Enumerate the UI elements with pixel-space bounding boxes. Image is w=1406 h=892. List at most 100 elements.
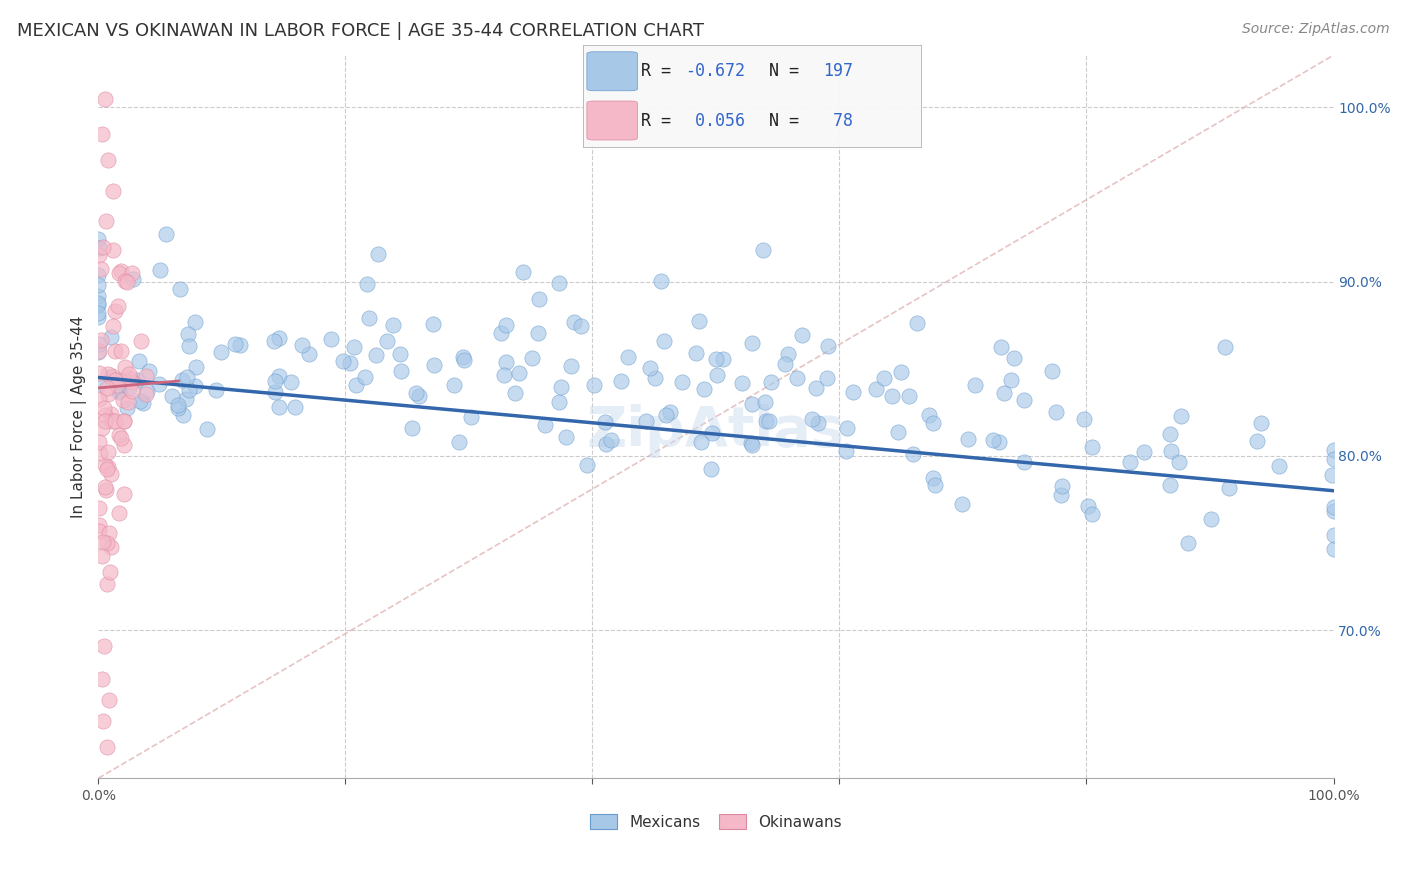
Point <box>101 414 124 428</box>
Point <box>118 370 141 384</box>
Point <box>114 414 136 428</box>
Point <box>100 541 122 555</box>
Point <box>548 277 571 291</box>
Point <box>122 272 145 286</box>
Text: MEXICAN VS OKINAWAN IN LABOR FORCE | AGE 35-44 CORRELATION CHART: MEXICAN VS OKINAWAN IN LABOR FORCE | AGE… <box>17 22 704 40</box>
Point <box>654 334 676 349</box>
Point <box>148 377 170 392</box>
Point <box>117 395 139 409</box>
Point <box>527 292 550 306</box>
Point <box>408 389 430 403</box>
Point <box>638 361 661 376</box>
Point <box>96 576 118 591</box>
Point <box>389 364 412 378</box>
Point <box>550 380 572 394</box>
Point <box>740 435 762 450</box>
Point <box>104 344 127 359</box>
Point <box>290 338 312 352</box>
Point <box>87 232 110 246</box>
Point <box>87 310 110 325</box>
Point <box>353 369 375 384</box>
Point <box>87 289 110 303</box>
Point <box>117 381 139 395</box>
Point <box>97 459 120 474</box>
Point <box>1322 541 1344 556</box>
Point <box>87 278 110 293</box>
Legend: Mexicans, Okinawans: Mexicans, Okinawans <box>583 807 848 836</box>
Point <box>993 385 1015 400</box>
Point <box>731 376 754 391</box>
Point <box>89 434 111 449</box>
Point <box>693 382 716 396</box>
Point <box>534 417 557 432</box>
Point <box>873 370 896 384</box>
Point <box>91 127 114 141</box>
Point <box>94 414 117 428</box>
FancyBboxPatch shape <box>586 101 637 140</box>
Text: N =: N = <box>769 62 808 80</box>
Point <box>702 425 724 440</box>
Point <box>1045 405 1067 419</box>
Point <box>87 298 110 312</box>
Point <box>195 422 218 436</box>
Point <box>111 392 134 407</box>
Point <box>1012 455 1035 469</box>
Point <box>741 335 763 350</box>
Point <box>990 340 1012 354</box>
Point <box>108 373 131 387</box>
Point <box>280 375 302 389</box>
Point <box>167 401 190 415</box>
Point <box>87 377 110 392</box>
Point <box>1213 339 1236 353</box>
Point <box>90 262 112 277</box>
Point <box>184 379 207 393</box>
Point <box>97 525 120 540</box>
Point <box>367 247 389 261</box>
Point <box>224 337 246 351</box>
Point <box>91 535 114 549</box>
Point <box>495 355 517 369</box>
Point <box>91 714 114 728</box>
Point <box>89 518 111 533</box>
Point <box>495 318 517 332</box>
Point <box>87 296 110 310</box>
Point <box>172 408 194 422</box>
Point <box>264 374 287 388</box>
Point <box>97 367 120 381</box>
Point <box>950 497 973 511</box>
Point <box>108 384 131 399</box>
Point <box>508 367 530 381</box>
Point <box>489 326 512 340</box>
Point <box>492 368 515 383</box>
Point <box>706 368 728 383</box>
Point <box>401 421 423 435</box>
Point <box>1002 351 1025 366</box>
Point <box>761 376 783 390</box>
Point <box>97 153 120 167</box>
Point <box>685 345 707 359</box>
Point <box>405 385 427 400</box>
Point <box>110 431 132 445</box>
Point <box>89 500 111 515</box>
Point <box>988 435 1011 450</box>
Point <box>1000 373 1022 387</box>
Point <box>547 394 569 409</box>
Point <box>1119 454 1142 468</box>
Point <box>94 213 117 227</box>
Text: 197: 197 <box>823 62 853 80</box>
Point <box>1073 412 1095 426</box>
Point <box>704 351 727 366</box>
Point <box>136 384 159 398</box>
Point <box>98 565 121 579</box>
Point <box>121 384 143 399</box>
Point <box>176 326 198 341</box>
Point <box>451 350 474 364</box>
Text: N =: N = <box>769 112 808 129</box>
Point <box>1322 504 1344 518</box>
Point <box>841 385 863 400</box>
Point <box>128 354 150 368</box>
Point <box>512 265 534 279</box>
Point <box>135 369 157 384</box>
Point <box>89 446 111 460</box>
Point <box>263 384 285 399</box>
